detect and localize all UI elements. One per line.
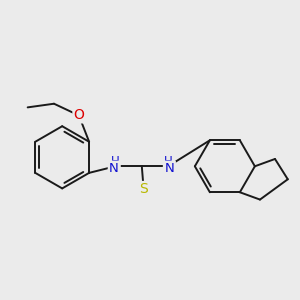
Text: N: N [109, 162, 118, 175]
Text: S: S [139, 182, 148, 196]
Text: O: O [74, 108, 84, 122]
Text: H: H [111, 155, 120, 168]
Text: H: H [164, 155, 172, 168]
Text: N: N [165, 162, 175, 175]
